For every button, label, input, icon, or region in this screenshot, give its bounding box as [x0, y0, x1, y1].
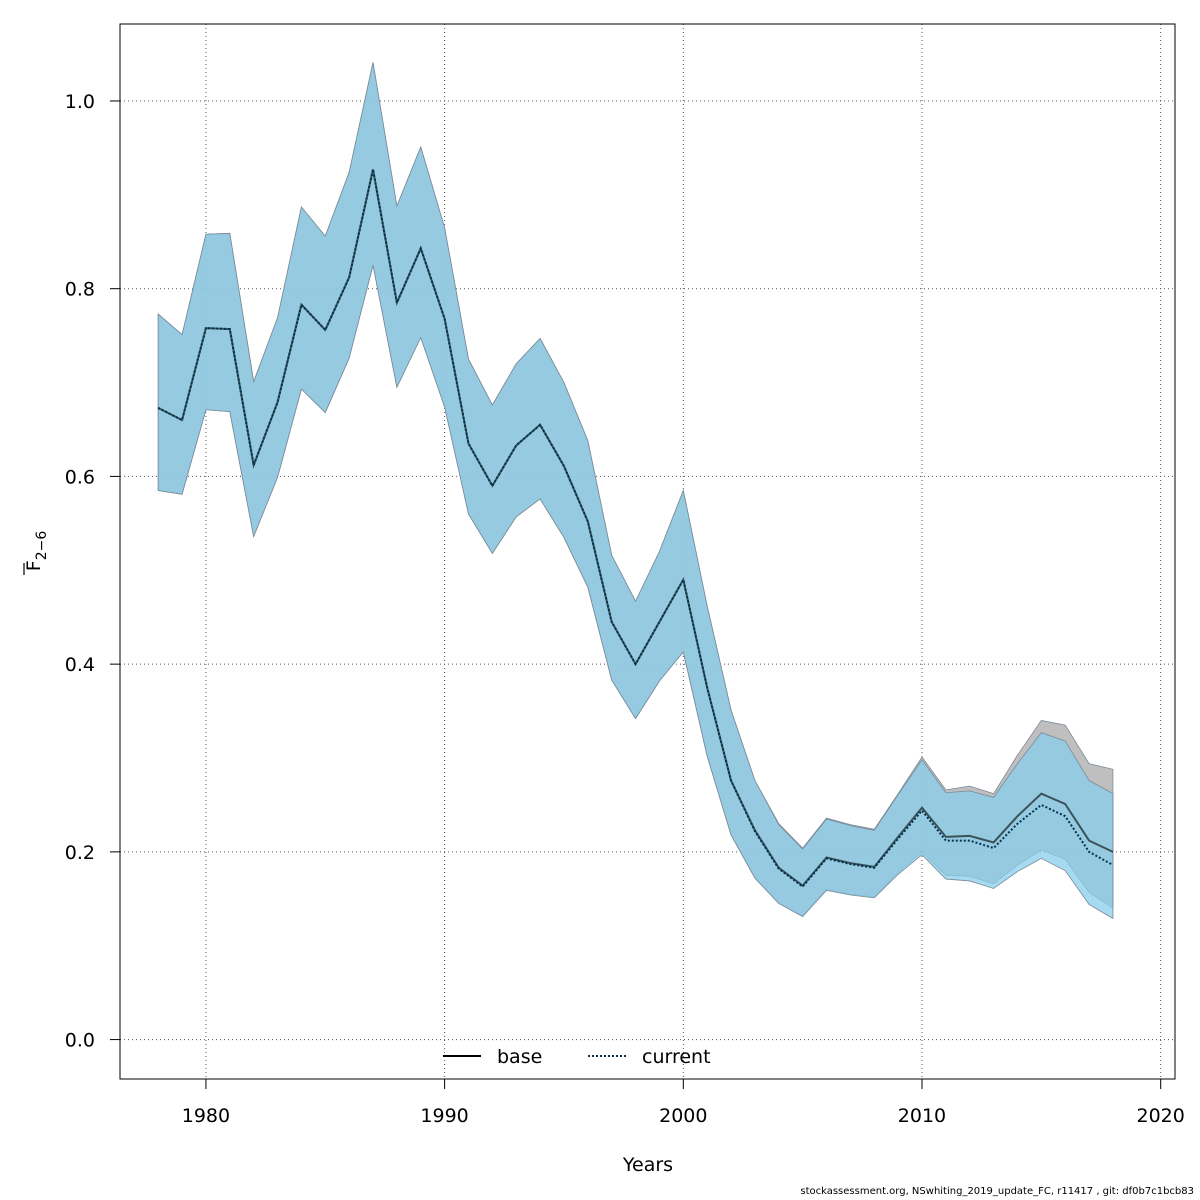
y-tick-label: 0.8 — [65, 279, 95, 301]
grid — [120, 24, 1175, 1079]
x-tick-label: 2000 — [659, 1105, 707, 1127]
y-tick-label: 1.0 — [65, 91, 95, 113]
y-axis-title-sub: 2−6 — [34, 531, 50, 561]
x-tick-label: 2010 — [898, 1105, 946, 1127]
y-tick-label: 0.2 — [65, 842, 95, 864]
confidence-bands — [157, 62, 1114, 920]
plot-frame — [119, 23, 1176, 1080]
x-tick-label: 2020 — [1136, 1105, 1184, 1127]
y-tick-label: 0.6 — [65, 466, 95, 488]
legend-label-current: current — [642, 1046, 711, 1068]
y-axis: 0.0 0.2 0.4 0.6 0.8 1.0 — [65, 91, 120, 1052]
x-tick-label: 1980 — [182, 1105, 230, 1127]
series-lines — [157, 169, 1114, 888]
legend: base current — [443, 1046, 711, 1068]
x-axis: 1980 1990 2000 2010 2020 — [182, 1079, 1185, 1127]
y-axis-title-main: F — [23, 560, 45, 571]
band-base — [157, 62, 1114, 917]
y-tick-label: 0.4 — [65, 654, 95, 676]
svg-text:F2−6: F2−6 — [23, 531, 50, 572]
legend-label-base: base — [497, 1046, 542, 1068]
y-axis-title: F2−6 — [23, 531, 50, 575]
footer-credit: stockassessment.org, NSwhiting_2019_upda… — [800, 1186, 1194, 1197]
line-current — [157, 169, 1114, 888]
band-current — [157, 62, 1114, 920]
y-tick-label: 0.0 — [65, 1030, 95, 1052]
x-tick-label: 1990 — [420, 1105, 468, 1127]
x-axis-title: Years — [622, 1154, 673, 1176]
